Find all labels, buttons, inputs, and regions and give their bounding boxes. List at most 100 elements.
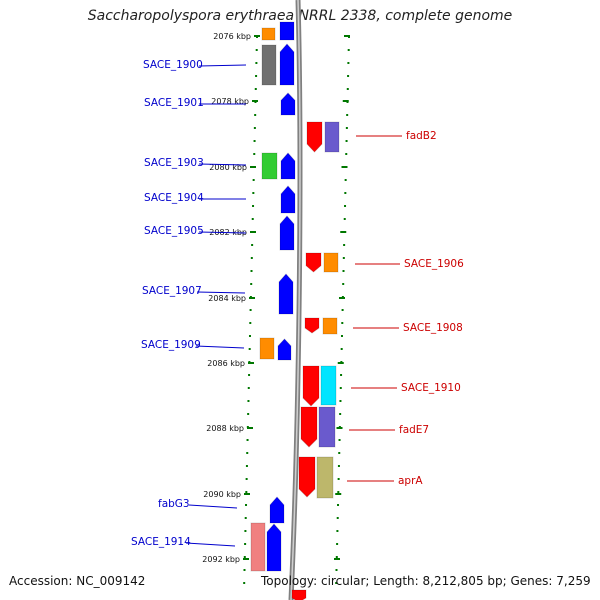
scale-dot [344,192,347,194]
gene-label: SACE_1904 [144,192,204,204]
gene-label: aprA [398,475,423,487]
scale-tick-mark [340,231,347,233]
scale-dot [245,465,248,467]
scale-dot [347,62,350,64]
scale-dot [336,543,339,545]
gene-arrow-forward [279,43,295,86]
gene-labels: SACE_1900 SACE_1901 SACE_1903 SACE_1904 SACE… [131,59,464,548]
gene-arrow-reverse [306,121,323,153]
scale-dot [344,179,347,181]
scale-tick-mark [250,166,256,168]
scale-tick-label: 2092 kbp [202,555,240,564]
scale-dot [244,517,247,519]
scale-tick-mark [338,297,345,299]
scale-dot [345,127,348,129]
scale-dot [250,257,253,259]
scale-tick-mark [244,493,250,495]
scale-dot [339,400,342,402]
scale-tick-mark [250,231,256,233]
feature-box [324,121,340,153]
gene-arrow-reverse [298,456,316,498]
feature-box [320,365,337,406]
scale-tick-mark [249,297,255,299]
scale-dot [342,270,345,272]
gene-arrow-reverse [300,406,318,448]
scale-dot [243,556,246,558]
scale-tick-label: 2086 kbp [207,359,245,368]
scale-dot [255,49,258,51]
gene-leader-line [198,163,247,166]
backbone-highlight [290,0,301,600]
scale-tick-label: 2080 kbp [209,163,247,172]
gene-leader-line [198,231,247,234]
scale-dot [345,153,348,155]
scale-dot [346,88,349,90]
gene-label: fabG3 [158,498,190,510]
scale-dot [339,413,342,415]
scale-tick-mark [335,493,342,495]
scale-dot [337,478,340,480]
gene-arrow-reverse [305,252,322,273]
scale-dot [335,582,338,584]
feature-box [322,317,338,335]
scale-dot [245,478,248,480]
scale-dot [253,127,256,129]
scale-dot [251,244,254,246]
scale-dot [250,283,253,285]
scale-tick-mark [243,558,249,560]
scale-dot [337,491,340,493]
scale-dot [254,114,257,116]
scale-dot [335,556,338,558]
gene-label: SACE_1901 [144,97,204,109]
feature-box [261,152,278,180]
gene-label: SACE_1908 [403,322,463,334]
scale-dot [336,517,339,519]
scale-dot [249,322,252,324]
scale-dot [337,465,340,467]
scale-dot [247,413,250,415]
scale-dot [343,244,346,246]
scale-dot [339,387,342,389]
gene-arrow-reverse [291,589,307,600]
scale-dot [246,439,249,441]
feature-box [318,406,336,448]
scale-dot [246,452,249,454]
feature-box [250,522,266,572]
scale-dot [342,257,345,259]
gene-features [250,21,340,600]
gene-label: SACE_1905 [144,225,204,237]
feature-box [323,252,339,273]
scale-dot [337,504,340,506]
scale-dot [344,205,347,207]
gene-leader-line [188,504,238,509]
gene-arrow-forward [277,338,292,361]
scale-tick-label: 2078 kbp [211,97,249,106]
scale-dot [347,75,350,77]
scale-dot [245,504,248,506]
scale-dot [252,192,255,194]
feature-box [316,456,334,499]
gene-leader-line [185,542,236,547]
scale-dot [249,309,252,311]
scale-dot [248,374,251,376]
scale-dot [244,530,247,532]
scale-tick-label: 2084 kbp [208,294,246,303]
scale-dot [245,491,248,493]
topology-text: Topology: circular; Length: 8,212,805 bp… [261,574,591,588]
scale-dot [250,270,253,272]
scale-dot [342,283,345,285]
gene-arrow-reverse [302,365,320,407]
scale-dot [244,543,247,545]
gene-label: fadE7 [399,424,429,436]
gene-arrow-forward [269,496,285,524]
scale-dot [254,88,257,90]
scale-tick-mark [341,166,348,168]
scale-dot [248,348,251,350]
scale-dot [347,49,350,51]
scale-dot [252,179,255,181]
scale-tick-label: 2088 kbp [206,424,244,433]
scale-tick-mark [344,35,350,37]
accession-text: Accession: NC_009142 [9,574,146,588]
